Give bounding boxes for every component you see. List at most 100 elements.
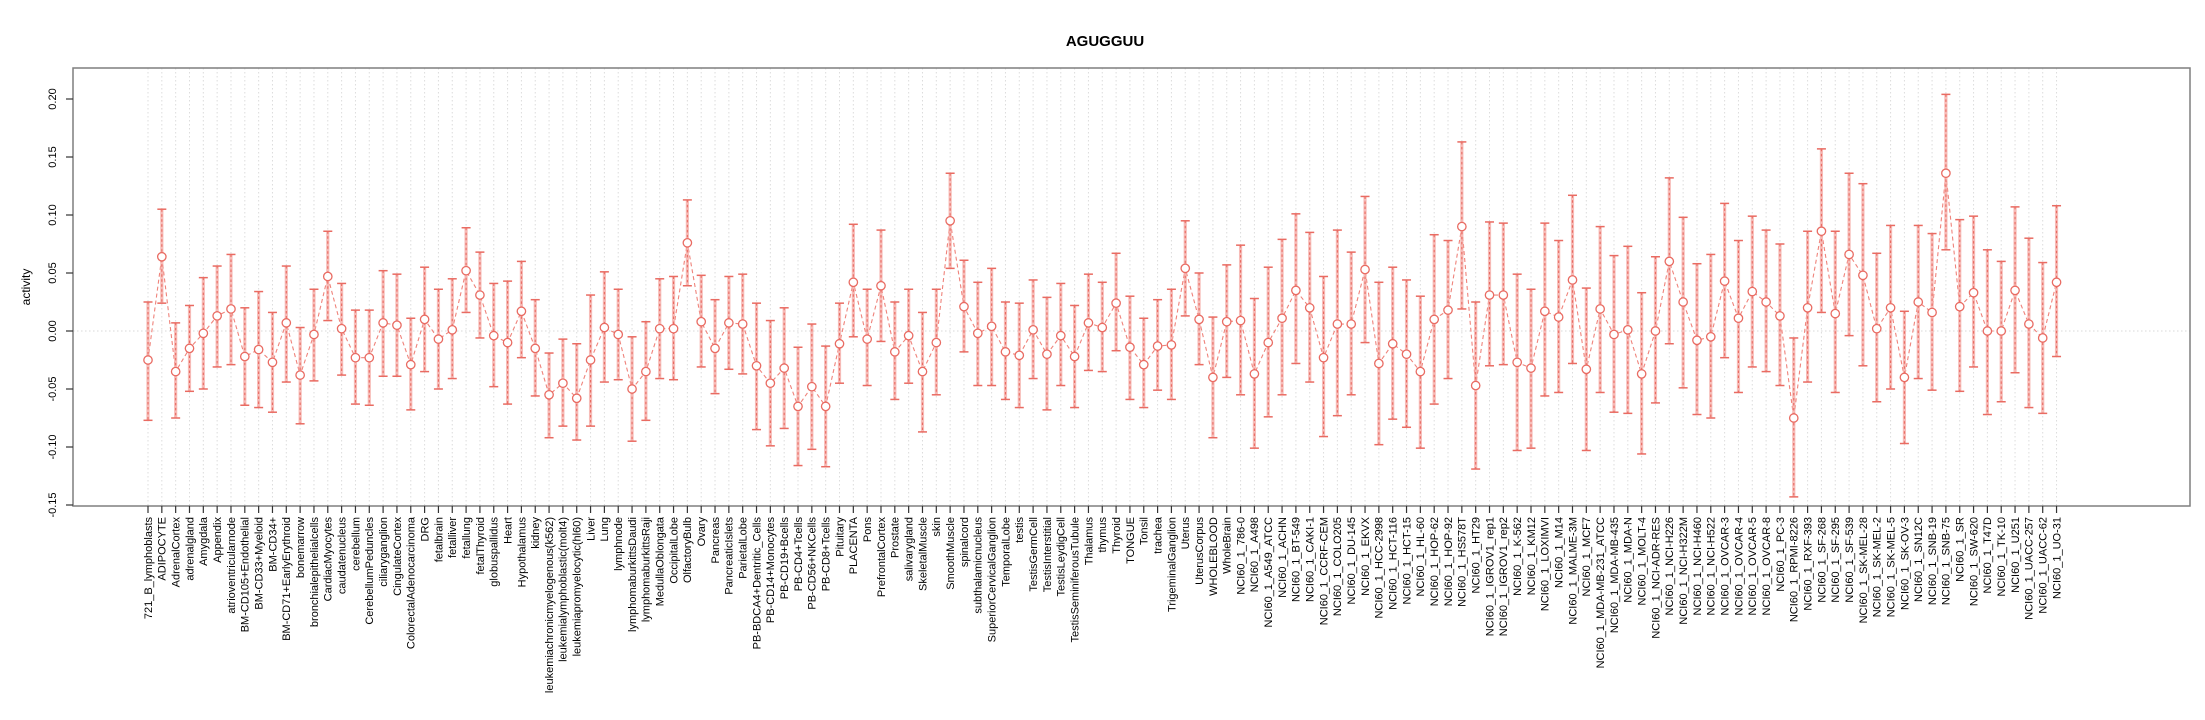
data-point <box>295 370 305 380</box>
data-point <box>1194 314 1204 325</box>
x-tick-label: NCI60_1_SNB-19 <box>1927 517 1939 605</box>
data-point <box>1180 263 1191 274</box>
x-tick-label: NCI60_1_786-0 <box>1235 517 1247 595</box>
x-tick-label: atrioventricularnode <box>226 517 238 614</box>
data-point <box>641 366 651 377</box>
x-tick-label: PB-BDCA4+Dentritic_Cells <box>751 517 763 650</box>
x-tick-label: NCI60_1_M14 <box>1554 517 1566 588</box>
data-point <box>889 347 900 357</box>
x-tick-label: DRG <box>419 517 431 541</box>
data-point <box>392 320 402 331</box>
data-point <box>1982 326 1993 336</box>
x-tick-label: subthalamicnucleus <box>973 517 985 614</box>
data-point <box>654 323 665 334</box>
data-point <box>820 401 831 412</box>
data-point <box>1816 226 1827 237</box>
data-point <box>1042 349 1052 360</box>
x-tick-label: BM-CD33+Myeloid <box>253 517 265 610</box>
x-tick-label: Prostate <box>890 517 902 558</box>
x-tick-label: BM-CD71+EarlyErythroid <box>281 517 293 641</box>
data-point <box>475 290 485 300</box>
x-tick-label: TONGUE <box>1125 517 1137 564</box>
data-point <box>1249 369 1260 379</box>
x-tick-label: NCI60_1_LOXIMVI <box>1540 517 1552 611</box>
x-tick-label: NCI60_1_K-562 <box>1512 517 1524 596</box>
data-point <box>682 237 693 248</box>
x-tick-label: NCI60_1_IGROV1_rep1 <box>1484 517 1496 636</box>
data-point <box>1387 338 1398 349</box>
data-point <box>364 352 375 363</box>
x-tick-label: adrenalgland <box>184 517 196 581</box>
data-point <box>1263 337 1274 348</box>
x-tick-label: Uterus <box>1180 517 1192 550</box>
y-tick-label: -0.05 <box>47 376 59 401</box>
x-tick-label: NCI60_1_SF-268 <box>1816 517 1828 603</box>
x-tick-label: SkeletalMuscle <box>917 517 929 591</box>
x-tick-label: WholeBrain <box>1222 517 1234 574</box>
data-point <box>1166 340 1177 350</box>
x-tick-label: CerebellumPeduncles <box>364 517 376 625</box>
data-point <box>212 311 222 321</box>
data-point <box>1470 380 1481 391</box>
data-point <box>972 328 983 339</box>
x-tick-label: NCI60_1_SF-295 <box>1830 517 1842 603</box>
x-tick-label: globuspallidus <box>489 517 501 587</box>
data-point <box>1996 326 2007 336</box>
x-tick-label: NCI60_1_A498 <box>1249 517 1261 592</box>
data-point <box>502 337 513 348</box>
x-tick-label: spinalcord <box>959 517 971 567</box>
data-point <box>1567 275 1578 285</box>
x-tick-label: NCI60_1_UO-31 <box>2051 517 2063 599</box>
data-point <box>1636 369 1647 379</box>
x-tick-label: cerebellum <box>350 517 362 571</box>
data-point <box>1899 372 1910 383</box>
x-tick-label: TestisGermCell <box>1028 517 1040 592</box>
data-point <box>1235 315 1246 326</box>
data-point <box>1083 318 1094 328</box>
data-point <box>959 301 969 312</box>
x-tick-label: Pituitary <box>834 517 846 557</box>
data-point <box>613 329 624 340</box>
x-tick-label: bonemarrow <box>295 517 307 578</box>
x-tick-label: NCI60_1_MALME-3M <box>1567 517 1579 625</box>
data-point <box>668 323 679 334</box>
x-tick-label: kidney <box>530 517 542 549</box>
data-point <box>309 329 319 340</box>
x-tick-label: OlfactoryBulb <box>682 517 694 583</box>
x-tick-label: SmoothMuscle <box>945 517 957 590</box>
data-point <box>488 330 499 341</box>
data-point <box>737 319 748 329</box>
data-point <box>1277 313 1287 324</box>
data-point <box>1125 342 1135 353</box>
data-point <box>1664 256 1675 267</box>
x-tick-label: NCI60_1_EKVX <box>1360 516 1372 596</box>
x-tick-label: NCI60_1_NCI-H460 <box>1692 517 1704 615</box>
data-point <box>945 215 955 226</box>
x-tick-label: trachea <box>1152 516 1164 554</box>
data-point <box>1374 358 1384 369</box>
data-point <box>1332 319 1343 329</box>
data-point <box>1581 364 1592 375</box>
x-tick-label: OccipitalLobe <box>668 517 680 584</box>
data-point <box>1885 302 1896 313</box>
x-tick-label: testis <box>1014 517 1026 543</box>
x-tick-label: Appendix <box>212 517 224 563</box>
x-tick-label: UterusCorpus <box>1194 517 1206 585</box>
data-point <box>585 355 596 365</box>
data-point <box>834 338 845 349</box>
y-tick-label: 0.15 <box>47 146 59 167</box>
x-tick-label: lymphomaburkittsDaudi <box>627 517 639 632</box>
data-point <box>848 277 859 288</box>
data-point <box>1526 363 1536 373</box>
x-tick-label: ColorectalAdenocarcinoma <box>406 516 418 649</box>
x-tick-label: NCI60_1_NCI-H322M <box>1678 517 1690 625</box>
data-point <box>1913 297 1924 307</box>
x-tick-label: NCI60_1_HS578T <box>1457 517 1469 607</box>
x-tick-label: lymphnode <box>613 517 625 571</box>
data-point <box>1941 168 1951 179</box>
x-tick-label: bronchialepithelialcells <box>309 517 321 628</box>
data-point <box>917 366 928 377</box>
x-tick-label: PancreaticIslets <box>724 517 736 595</box>
data-point <box>903 330 914 341</box>
